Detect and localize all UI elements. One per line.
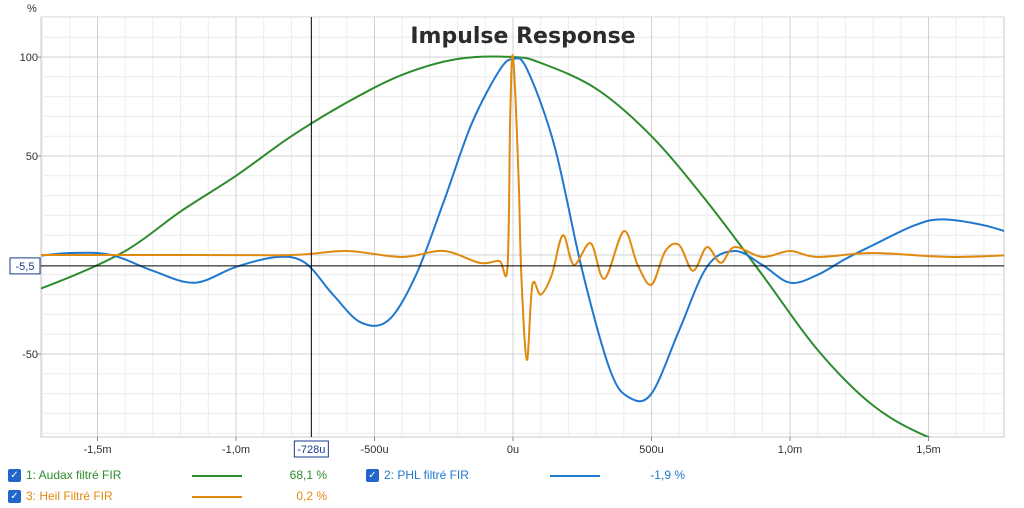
- legend-item-1[interactable]: ✓ 1: Audax filtré FIR: [8, 466, 121, 484]
- series-line-3: [41, 54, 1004, 361]
- legend-swatch-3: [192, 496, 242, 498]
- grid: [40, 16, 1005, 438]
- y-unit-label: %: [27, 3, 37, 15]
- legend-label: 1: Audax filtré FIR: [26, 468, 122, 482]
- legend-label: 2: PHL filtré FIR: [384, 468, 469, 482]
- x-tick-label: 0u: [507, 444, 519, 456]
- series-layer: [41, 54, 1004, 437]
- legend-swatch-2: [550, 475, 600, 477]
- x-tick-label: 500u: [639, 444, 663, 456]
- y-tick-label: 50: [26, 151, 38, 163]
- legend-item-3[interactable]: ✓ 3: Heil Filtré FIR: [8, 487, 113, 505]
- legend-label: 3: Heil Filtré FIR: [26, 489, 113, 503]
- x-tick-label: 1,0m: [778, 444, 802, 456]
- legend-swatch-1: [192, 475, 242, 477]
- legend-checkbox-2[interactable]: ✓: [366, 468, 379, 482]
- legend-checkbox-3[interactable]: ✓: [8, 489, 21, 503]
- y-tick-label: -50: [22, 349, 38, 361]
- cursor-x-readout-box: [293, 440, 329, 458]
- cursor-x-readout: -728u: [297, 444, 325, 456]
- cursor: -5,5 -728u: [9, 17, 1004, 458]
- y-axis-ticks: 100 50 -50: [20, 52, 41, 361]
- x-tick-label: -500u: [360, 444, 388, 456]
- cursor-y-readout-box: [9, 257, 41, 275]
- legend-item-2[interactable]: ✓ 2: PHL filtré FIR: [366, 466, 469, 484]
- x-axis-ticks: -3,44m-3,0m-2,5m-2,0m-1,5m-1,0m-500u0u50…: [83, 437, 941, 456]
- legend-checkbox-1[interactable]: ✓: [8, 468, 21, 482]
- plot-area: [40, 16, 1005, 438]
- series-line-1: [41, 55, 931, 437]
- x-tick-label: 1,5m: [916, 444, 940, 456]
- y-tick-label: 100: [20, 52, 38, 64]
- legend-value-3: 0,2 %: [296, 489, 327, 503]
- cursor-y-readout: -5,5: [16, 261, 35, 273]
- chart-title: Impulse Response: [410, 24, 635, 49]
- x-tick-label: -1,5m: [83, 444, 111, 456]
- legend-value-1: 68,1 %: [289, 468, 327, 482]
- legend-value-2: -1,9 %: [650, 468, 685, 482]
- x-tick-label: -1,0m: [222, 444, 250, 456]
